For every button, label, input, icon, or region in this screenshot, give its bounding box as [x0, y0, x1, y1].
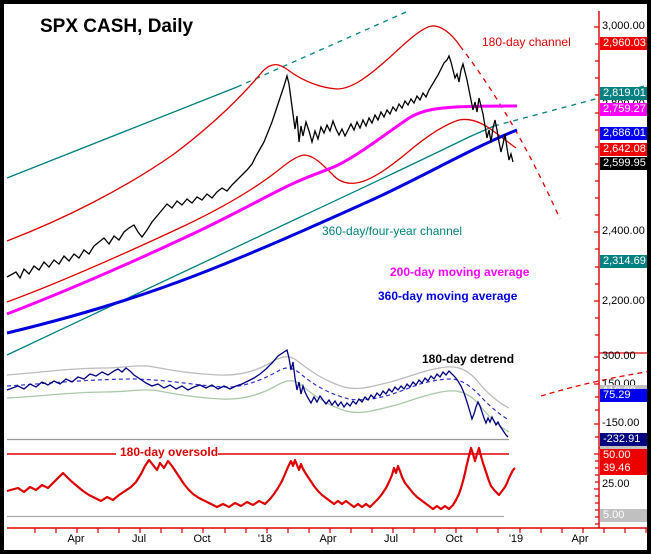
ma-360-line: [6, 128, 518, 335]
detrend-upper-band-line: [6, 356, 510, 409]
annotation-four-year-channel: 360-day/four-year channel: [322, 224, 463, 238]
annotation-180-day-detrend: 180-day detrend: [422, 352, 515, 366]
annotation-360-day-ma: 360-day moving average: [378, 289, 518, 303]
x-axis-label-oct18: Oct: [445, 533, 463, 545]
x-axis-label-jul17: Jul: [131, 533, 147, 545]
detrend-flag-current: -232.91: [600, 433, 647, 446]
x-axis-label-2019: '19: [508, 533, 524, 545]
oversold-flag-current: 39.46: [600, 462, 647, 475]
detrend-tick-label-300: 300.00: [602, 350, 636, 362]
detrend-projection-dashed: [540, 371, 647, 397]
price-flag-4yr-channel-upper: 2,819.01: [600, 87, 647, 100]
oversold-flag-threshold: 50.00: [600, 449, 647, 462]
price-flag-channel-lower: 2,642.08: [600, 143, 647, 156]
four-year-channel-lower-dashed: [493, 84, 647, 127]
price-flag-360-day-ma: 2,686.01: [600, 127, 647, 140]
x-axis-label-apr19: Apr: [571, 533, 589, 545]
ma-200-line: [6, 104, 518, 316]
price-flag-channel-upper: 2,960.03: [600, 37, 647, 50]
four-year-channel-upper-dashed: [236, 11, 407, 88]
oversold-tick-label-25: 25.00: [602, 478, 630, 490]
price-line: [6, 54, 514, 280]
detrend-flag-ma: 75.29: [600, 389, 647, 402]
x-axis-label-apr18: Apr: [319, 533, 337, 545]
y-axis-ticks: [594, 26, 599, 525]
detrend-tick-label-minus150: -150.00: [602, 417, 640, 429]
oversold-line: [6, 446, 516, 511]
annotation-180-day-channel: 180-day channel: [482, 35, 571, 49]
channel-180-upper-line: [6, 25, 461, 242]
oversold-flag-low: 5.00: [600, 509, 647, 522]
chart-title: SPX CASH, Daily: [40, 16, 194, 37]
x-axis-label-oct17: Oct: [193, 533, 211, 545]
y-tick-label-2200: 2,200.00: [602, 295, 645, 307]
channel-180-upper-projection-dashed: [459, 45, 561, 220]
four-year-channel-lower-line: [6, 125, 495, 356]
annotation-180-day-oversold: 180-day oversold: [120, 445, 219, 459]
price-flag-4yr-channel-lower: 2,314.69: [600, 255, 647, 268]
x-axis-label-apr17: Apr: [67, 533, 85, 545]
y-tick-label-2400: 2,400.00: [602, 225, 645, 237]
channel-180-lower-line: [6, 118, 517, 303]
y-tick-label-3000: 3,000.00: [602, 20, 645, 32]
x-axis-ticks: [34, 528, 647, 533]
x-axis-label-jul18: Jul: [383, 533, 399, 545]
four-year-channel-upper-line: [6, 86, 238, 179]
annotation-200-day-ma: 200-day moving average: [390, 265, 530, 279]
x-axis-label-2018: '18: [257, 533, 273, 545]
detrend-line: [6, 348, 509, 438]
chart-canvas: [6, 11, 647, 533]
price-flag-200-day-ma: 2,759.27: [600, 103, 647, 116]
detrend-lower-band-line: [6, 380, 510, 433]
price-flag-last-price: 2,599.95: [600, 157, 647, 170]
